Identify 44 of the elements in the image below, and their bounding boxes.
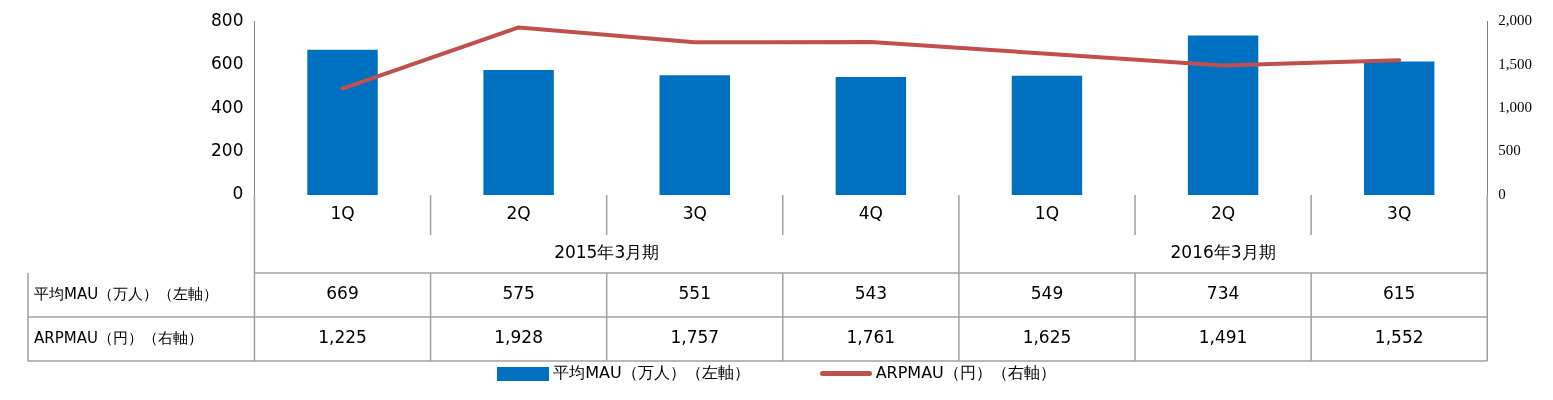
y-tick-label: 0 <box>232 183 244 204</box>
x-tick-label: 3Q <box>1387 203 1412 224</box>
x-tick-label: 1Q <box>330 203 355 224</box>
data-label: 615 <box>1382 283 1416 304</box>
data-label: 1,761 <box>846 327 896 348</box>
bar <box>1363 61 1435 195</box>
y2-tick-label: 1,500 <box>1498 55 1532 72</box>
data-label: 549 <box>1030 283 1064 304</box>
y-tick-label: 800 <box>210 9 244 30</box>
legend-label: ARPMAU（円）（右軸） <box>875 363 1056 384</box>
data-label: 1,225 <box>318 327 367 348</box>
bar <box>1011 75 1083 195</box>
y-tick-label: 200 <box>210 139 244 160</box>
text: 2016年3月期 <box>1170 242 1276 263</box>
x-tick-label: 3Q <box>682 203 707 224</box>
text: ARPMAU（円）（右軸） <box>34 328 203 347</box>
data-label: 734 <box>1206 283 1240 304</box>
data-label: 551 <box>678 283 711 304</box>
y-tick-label: 600 <box>210 53 244 74</box>
data-label: 1,928 <box>494 327 543 348</box>
data-label: 669 <box>326 283 359 304</box>
x-tick-label: 4Q <box>858 203 883 224</box>
bar <box>659 75 730 195</box>
legend-label: 平均MAU（万人）（左軸） <box>553 363 750 384</box>
x-tick-label: 2Q <box>1210 203 1236 224</box>
y-tick-label: 400 <box>210 96 244 117</box>
text: 2015年3月期 <box>554 242 660 263</box>
data-label: 1,625 <box>1022 327 1072 348</box>
data-label: 543 <box>854 283 888 304</box>
y2-tick-label: 0 <box>1498 185 1506 202</box>
bar <box>307 49 378 195</box>
data-label: 575 <box>502 283 535 304</box>
data-label: 1,491 <box>1198 327 1248 348</box>
bar <box>483 70 554 195</box>
y2-tick-label: 2,000 <box>1498 12 1532 29</box>
x-tick-label: 1Q <box>1034 203 1060 224</box>
y2-tick-label: 500 <box>1498 142 1521 159</box>
data-label: 1,552 <box>1374 327 1424 348</box>
y2-tick-label: 1,000 <box>1498 99 1532 116</box>
text: 平均MAU（万人）（左軸） <box>34 284 219 303</box>
data-label: 1,757 <box>670 327 720 348</box>
x-tick-label: 2Q <box>506 203 531 224</box>
bar <box>1187 35 1259 195</box>
bar <box>835 77 907 195</box>
